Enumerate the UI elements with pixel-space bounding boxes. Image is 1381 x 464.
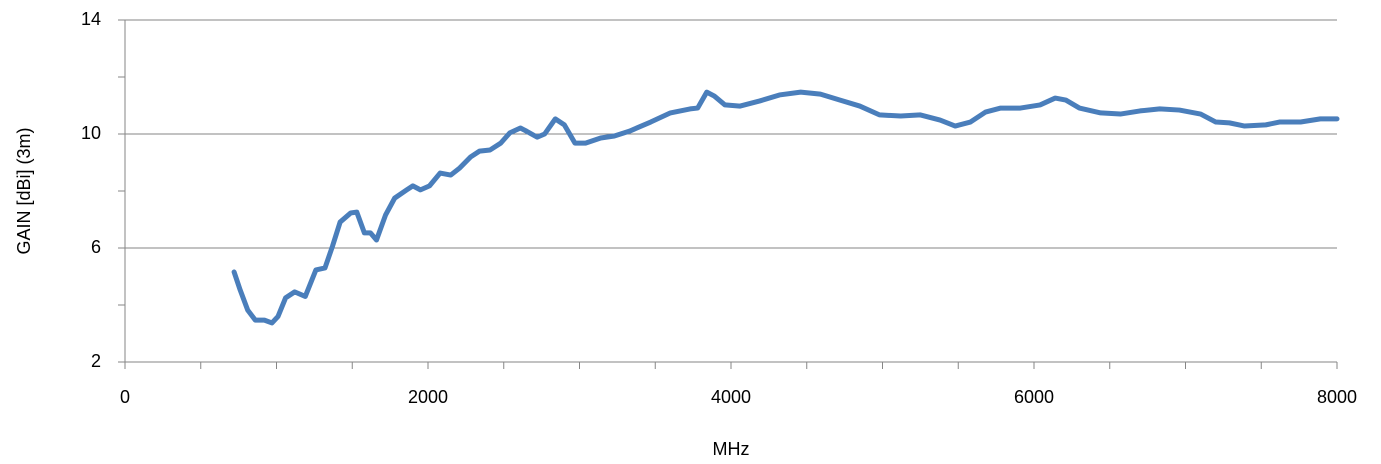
x-tick-label: 6000	[1014, 387, 1054, 407]
x-tick-label: 2000	[408, 387, 448, 407]
y-tick-label: 14	[81, 9, 101, 29]
x-axis-label: MHz	[713, 439, 750, 459]
x-tick-label: 8000	[1317, 387, 1357, 407]
y-tick-label: 6	[91, 237, 101, 257]
line-series	[231, 89, 1340, 326]
y-tick-label: 10	[81, 123, 101, 143]
y-axis-label: GAIN [dBi] (3m)	[14, 127, 34, 254]
x-tick-label: 4000	[711, 387, 751, 407]
x-tick-label: 0	[120, 387, 130, 407]
y-tick-label: 2	[91, 351, 101, 371]
